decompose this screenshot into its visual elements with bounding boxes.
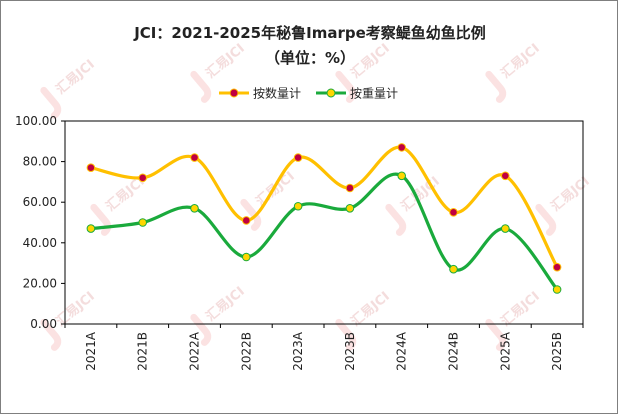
x-tick-label: 2024B — [447, 332, 461, 371]
chart-subtitle: （单位：%） — [265, 49, 355, 67]
watermark-logo: 汇易JCI — [385, 174, 443, 236]
data-point — [86, 224, 96, 233]
watermark-logo: 汇易JCI — [485, 41, 543, 103]
watermark-text: 汇易JCI — [53, 57, 97, 98]
watermark-text: 汇易JCI — [348, 41, 392, 82]
watermark-mark — [485, 70, 507, 103]
watermark-mark — [40, 318, 62, 351]
series-line — [90, 145, 559, 268]
watermark-mark — [335, 318, 357, 351]
watermark-mark — [190, 70, 212, 103]
chart-title: JCI：2021-2025年秘鲁Imarpe考察鳀鱼幼鱼比例 — [133, 24, 486, 42]
watermark-text: 汇易JCI — [253, 169, 297, 210]
x-tick-label: 2023B — [343, 332, 357, 371]
x-tick-label: 2025A — [498, 331, 512, 371]
data-point — [138, 218, 147, 227]
data-point — [397, 171, 407, 181]
data-point — [345, 203, 355, 213]
watermark-text: 汇易JCI — [203, 41, 247, 82]
watermark-mark — [535, 203, 557, 236]
y-tick-label: 40.00 — [23, 236, 57, 250]
data-point — [501, 224, 510, 233]
x-tick-label: 2024A — [395, 331, 409, 371]
data-point — [86, 163, 96, 172]
watermark-text: 汇易JCI — [203, 284, 247, 325]
legend-marker-count — [229, 88, 239, 98]
y-tick-label: 80.00 — [23, 155, 57, 169]
watermark-layer: 汇易JCI 汇易JCI 汇易JCI 汇易JCI 汇易JCI 汇易JCI 汇易JCI 汇易JCI… — [40, 41, 593, 351]
watermark-logo: 汇易JCI — [535, 174, 593, 236]
legend: 按数量计 按重量计 — [219, 86, 398, 101]
data-point — [449, 264, 458, 274]
data-point — [242, 216, 251, 225]
legend-marker-weight — [326, 88, 336, 98]
watermark-text: 汇易JCI — [548, 174, 592, 215]
data-point — [293, 153, 303, 162]
watermark-mark — [40, 86, 62, 119]
data-point — [138, 173, 147, 183]
x-tick-label: 2021A — [84, 331, 98, 371]
series-line — [90, 172, 559, 291]
watermark-mark — [385, 203, 407, 236]
x-tick-label: 2025B — [550, 332, 564, 371]
x-tick-label: 2023A — [291, 331, 305, 371]
data-point — [242, 252, 251, 262]
x-tick-label: 2022A — [188, 331, 202, 371]
data-point — [552, 285, 562, 294]
series-layer — [86, 143, 562, 294]
data-point — [293, 201, 303, 211]
data-point — [190, 203, 199, 213]
y-tick-label: 20.00 — [23, 276, 57, 290]
y-tick-label: 100.00 — [15, 114, 57, 128]
data-point — [345, 183, 355, 193]
watermark-logo: 汇易JCI — [485, 289, 543, 351]
series-weight — [86, 171, 562, 294]
watermark-mark — [335, 70, 357, 103]
data-point — [397, 143, 407, 152]
x-tick-label: 2022B — [239, 332, 253, 371]
y-tick-label: 60.00 — [23, 195, 57, 209]
watermark-text: 汇易JCI — [498, 41, 542, 82]
watermark-mark — [190, 313, 212, 346]
watermark-mark — [485, 318, 507, 351]
watermark-logo: 汇易JCI — [40, 57, 98, 119]
data-point — [552, 262, 562, 272]
x-axis: 2021A 2021B 2022A 2022B 2023A 2023B 2024A 2024B… — [64, 324, 584, 371]
y-axis: 0.00 20.00 40.00 60.00 80.00 100.00 — [15, 114, 65, 331]
series-count — [86, 143, 562, 272]
data-point — [449, 208, 458, 217]
legend-label-weight: 按重量计 — [350, 87, 398, 101]
watermark-logo: 汇易JCI — [190, 41, 248, 103]
x-tick-label: 2021B — [136, 332, 150, 371]
data-point — [190, 153, 199, 162]
data-point — [501, 171, 510, 181]
legend-label-count: 按数量计 — [253, 86, 301, 101]
legend-item-count: 按数量计 — [219, 86, 301, 101]
y-tick-label: 0.00 — [30, 317, 57, 331]
legend-item-weight: 按重量计 — [316, 87, 398, 101]
